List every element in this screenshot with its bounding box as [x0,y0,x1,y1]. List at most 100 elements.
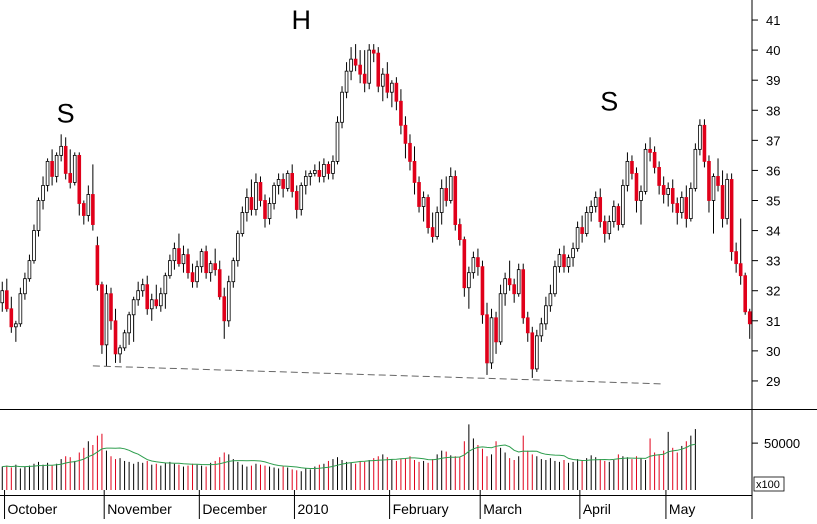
candle [399,89,403,135]
candle-body [734,251,738,265]
candle [0,281,5,312]
candle-body [226,281,231,322]
candle [272,182,276,210]
candle [299,182,304,216]
candle [679,191,684,219]
candle [689,182,693,222]
candle [471,251,476,279]
candle-body [702,124,707,162]
candle-body [240,212,245,234]
candle [435,206,439,240]
candle [643,143,648,195]
volume-y-tick-label: 50000 [764,436,800,451]
candle-body [666,188,670,195]
candle [525,311,530,342]
candle [616,203,621,231]
candle [371,44,376,63]
candle-body [711,176,716,201]
candle [725,173,729,225]
candle-body [607,221,612,234]
candle [439,179,444,225]
candle-body [575,227,580,250]
candle-body [630,160,634,174]
candle-body [313,170,317,174]
candle [331,155,335,180]
candle [231,257,236,288]
candle-body [32,230,36,262]
candle [72,152,77,186]
candle [670,179,675,213]
candle-body [521,269,526,319]
candle [702,119,707,168]
candle [444,176,449,207]
candle [430,212,435,243]
candle-body [91,194,95,225]
candle-body [181,254,186,265]
candle [68,149,73,189]
candle [557,248,562,273]
volume-unit-label: x100 [756,479,780,491]
candle-body [462,239,467,289]
candle-body [516,269,521,295]
candle [598,188,603,228]
candle-body [525,317,530,334]
candle-body [743,275,748,313]
candle [190,263,195,288]
candle-body [14,323,18,328]
candle-body [263,200,267,219]
candle-body [571,248,575,259]
candle-body [63,145,68,174]
y-tick-label: 31 [766,314,780,329]
candle-body [385,73,390,93]
candle [177,233,181,267]
candle-body [308,173,313,177]
candle-body [553,266,557,295]
candle [408,134,412,171]
neckline [92,365,664,385]
candle [380,68,385,102]
candle [376,47,381,93]
candle-body [190,272,195,283]
candle-body [217,269,222,298]
candle-body [23,278,27,295]
candle-body [104,293,109,346]
candle-body [358,64,362,75]
candle [172,242,177,270]
candle-body [50,160,54,177]
candle [140,278,145,297]
candle-body [272,185,276,204]
candle-body [4,290,9,310]
candle-body [371,49,376,54]
candle [267,197,272,225]
candle-body [118,347,122,355]
candle [258,176,263,207]
candle [45,158,50,192]
candle-body [476,257,480,268]
candle-body [738,263,743,277]
candle-body [149,299,154,310]
candle-body [544,305,548,325]
candle-body [639,191,643,201]
candle [186,248,190,279]
y-tick-label: 29 [766,374,780,389]
candle-body [399,100,403,126]
x-tick-label: May [669,501,695,517]
candle [716,158,720,192]
candle [118,344,122,363]
y-tick-label: 41 [766,13,780,28]
candle-body [430,227,435,237]
candle [684,185,689,228]
candle [734,242,738,273]
y-tick-label: 33 [766,254,780,269]
candle [32,224,36,264]
candle-body [716,176,720,186]
candle-body [380,73,385,87]
candle [489,308,494,369]
candle-body [362,73,367,84]
candle-body [303,176,308,186]
candle-body [140,284,145,292]
candle [149,293,154,321]
candle [290,164,294,198]
candle-body [562,254,566,268]
candle [245,188,249,222]
